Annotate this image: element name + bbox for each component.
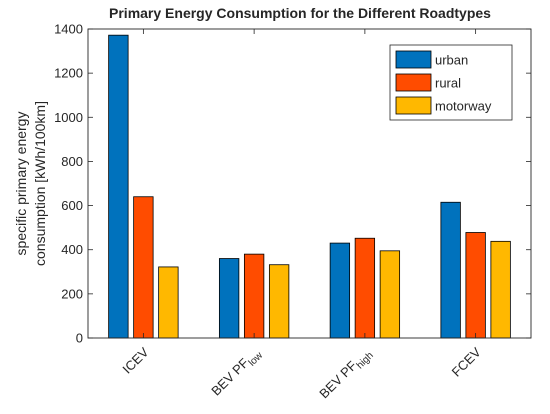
y-tick-label: 800 xyxy=(61,154,83,169)
legend-label-urban: urban xyxy=(435,53,468,68)
y-tick-label: 1200 xyxy=(54,66,83,81)
bar-urban-3 xyxy=(440,201,461,339)
y-axis-label: specific primary energy consumption [kWh/… xyxy=(13,101,48,266)
y-tick-label: 0 xyxy=(76,331,83,346)
legend-label-motorway: motorway xyxy=(435,99,492,114)
axes-box xyxy=(87,28,532,339)
legend-swatch-urban xyxy=(395,50,432,69)
legend-swatch-rural xyxy=(395,73,432,92)
bar-rural-2 xyxy=(354,237,376,339)
y-axis-label-line: consumption [kWh/100km] xyxy=(32,101,48,266)
legend-label-rural: rural xyxy=(435,76,461,91)
y-tick-label: 600 xyxy=(61,198,83,213)
bar-rural-1 xyxy=(243,253,265,339)
bar-urban-0 xyxy=(108,34,129,339)
y-tick-label: 1400 xyxy=(54,22,83,37)
y-axis-label-line: specific primary energy xyxy=(13,112,29,256)
bar-urban-1 xyxy=(218,258,240,339)
bar-urban-2 xyxy=(329,242,351,339)
legend-swatch-motorway xyxy=(395,96,432,115)
chart-title: Primary Energy Consumption for the Diffe… xyxy=(109,5,491,21)
bar-rural-3 xyxy=(465,232,486,339)
bar-motorway-3 xyxy=(490,240,511,339)
bar-motorway-0 xyxy=(158,266,179,339)
bar-motorway-1 xyxy=(268,264,290,339)
y-tick-label: 1000 xyxy=(54,110,83,125)
y-tick-label: 200 xyxy=(61,286,83,301)
bar-motorway-2 xyxy=(379,250,401,339)
bar-rural-0 xyxy=(133,196,154,339)
y-tick-label: 400 xyxy=(61,242,83,257)
